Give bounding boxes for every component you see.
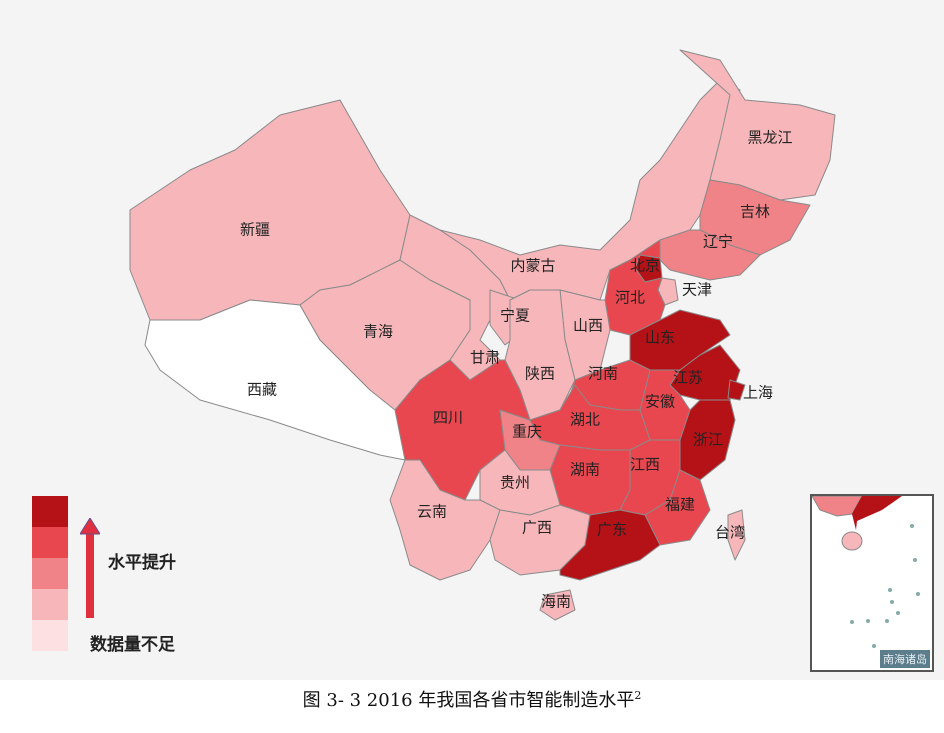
province-label: 重庆	[512, 423, 542, 441]
province-label: 江西	[630, 456, 660, 474]
legend-level-3	[32, 589, 68, 620]
province-label: 辽宁	[703, 233, 733, 251]
province-label: 上海	[743, 384, 773, 402]
legend-scale	[32, 496, 68, 651]
province-29	[559, 509, 661, 581]
arrow-up-icon	[80, 518, 100, 618]
province-label: 台湾	[715, 524, 745, 542]
province-label: 贵州	[500, 474, 530, 492]
inset-label: 南海诸岛	[880, 650, 930, 668]
province-label: 安徽	[645, 393, 675, 411]
legend-insufficient-label: 数据量不足	[90, 635, 175, 655]
province-label: 山西	[573, 317, 603, 335]
province-31	[727, 509, 746, 561]
legend-level-0	[32, 496, 68, 527]
province-label: 山东	[645, 329, 675, 347]
province-23	[549, 444, 631, 516]
legend-level-4	[32, 620, 68, 651]
province-label: 宁夏	[500, 307, 530, 325]
legend-level-2	[32, 558, 68, 589]
china-choropleth-map: 新疆西藏 青海甘肃 内蒙古 黑龙江吉林 辽宁北京天津 河北 山西 宁夏陕西 山东江苏上海安徽浙江…	[0, 0, 944, 680]
legend-level-1	[32, 527, 68, 558]
province-label: 广西	[522, 519, 552, 537]
province-label: 河北	[615, 289, 645, 307]
province-label: 黑龙江	[747, 129, 792, 147]
province-6	[699, 179, 811, 256]
province-label: 四川	[433, 409, 463, 427]
province-label: 浙江	[693, 431, 723, 449]
province-label: 湖南	[570, 461, 600, 479]
province-label: 吉林	[740, 203, 770, 221]
province-5	[679, 49, 836, 201]
province-label: 西藏	[247, 381, 277, 399]
south-china-sea-inset: 南海诸岛	[810, 494, 934, 672]
caption-text: 图 3- 3 2016 年我国各省市智能制造水平	[302, 690, 635, 711]
province-label: 湖北	[570, 411, 600, 429]
inset-map	[812, 496, 920, 648]
province-16	[727, 379, 746, 401]
province-label: 河南	[588, 365, 618, 383]
province-label: 北京	[630, 257, 660, 275]
province-30	[539, 589, 576, 621]
province-label: 天津	[682, 281, 712, 299]
legend-arrow-label: 水平提升	[108, 553, 176, 573]
province-label: 广东	[597, 521, 627, 539]
province-label: 江苏	[673, 369, 703, 387]
province-label: 新疆	[240, 221, 270, 239]
province-label: 甘肃	[470, 349, 500, 367]
caption-footnote: 2	[634, 689, 642, 702]
province-label: 内蒙古	[510, 257, 555, 275]
province-label: 青海	[363, 323, 393, 341]
province-label: 海南	[541, 593, 571, 611]
province-label: 云南	[417, 503, 447, 521]
province-label: 陕西	[525, 365, 555, 383]
figure-caption: 图 3- 3 2016 年我国各省市智能制造水平2	[0, 686, 944, 712]
province-10	[604, 239, 666, 336]
province-label: 福建	[665, 496, 695, 514]
